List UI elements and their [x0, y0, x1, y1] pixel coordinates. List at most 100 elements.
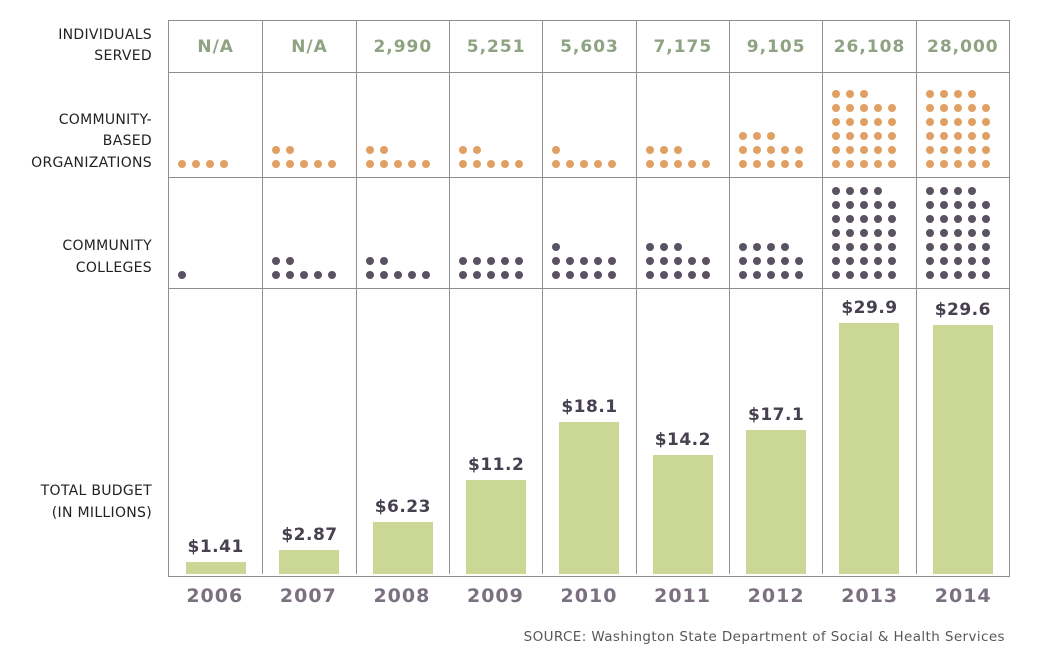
budget-bar — [279, 549, 340, 574]
cc-dot — [981, 271, 990, 279]
source-note: SOURCE: Washington State Department of S… — [523, 629, 1005, 645]
cc-dot — [953, 257, 962, 265]
served-cell-2008: 2,990 — [355, 21, 449, 72]
dot-row — [549, 254, 619, 268]
cc-dot — [860, 187, 869, 195]
cbo-dot — [767, 146, 775, 154]
cc-dot — [981, 229, 990, 237]
cc-dot — [580, 271, 589, 279]
dot-row — [923, 184, 979, 198]
cbo-dot — [888, 146, 897, 154]
cbo-dot — [739, 146, 747, 154]
budget-bar-label: $6.23 — [374, 496, 431, 517]
cc-dot — [673, 271, 682, 279]
cc-dot — [739, 243, 747, 251]
year-label-2006: 2006 — [186, 585, 244, 607]
cbo-dot — [925, 146, 934, 154]
dot-row — [923, 240, 993, 254]
cbo-dot — [379, 160, 388, 168]
cbo-dot — [687, 160, 696, 168]
cbo-dot — [781, 146, 789, 154]
dot-row — [923, 101, 993, 115]
cc-dot — [832, 229, 841, 237]
cbo-dot — [753, 160, 761, 168]
cc-dot — [459, 257, 467, 265]
row-label-community-colleges: COMMUNITY COLLEGES — [62, 238, 152, 276]
cc-dot — [860, 243, 869, 251]
cbo-dot — [473, 160, 481, 168]
cbo-dot — [953, 146, 962, 154]
cc-dot — [967, 187, 976, 195]
cc-dot — [981, 201, 990, 209]
cc-dot — [874, 201, 883, 209]
cc-dot — [659, 243, 668, 251]
dot-row — [456, 157, 526, 171]
cc-dot — [687, 271, 696, 279]
cbo-dot — [981, 146, 990, 154]
cc-dot — [566, 271, 575, 279]
cc-dot — [874, 229, 883, 237]
cbo-dot — [487, 160, 495, 168]
cbo-dot-row — [169, 72, 1009, 177]
dot-row — [643, 157, 713, 171]
cc-dot — [552, 271, 561, 279]
cc-dot — [939, 229, 948, 237]
cc-dot — [781, 257, 789, 265]
cc-dot — [967, 201, 976, 209]
cc-dot — [967, 215, 976, 223]
cc-dot — [314, 271, 323, 279]
cbo-dot — [874, 146, 883, 154]
cbo-dot — [753, 132, 761, 140]
cbo-dot — [953, 132, 962, 140]
cbo-dot — [981, 104, 990, 112]
budget-bar — [746, 430, 807, 574]
cbo-dot — [286, 146, 295, 154]
cbo-dot — [832, 160, 841, 168]
row-label-column: INDIVIDUALS SERVED COMMUNITY- BASED ORGA… — [0, 20, 168, 577]
cc-dot — [272, 257, 281, 265]
cc-dot — [874, 257, 883, 265]
cc-dot — [501, 271, 509, 279]
cc-dot — [967, 243, 976, 251]
cc-dot — [832, 187, 841, 195]
cbo-dot — [967, 146, 976, 154]
cc-dot — [925, 271, 934, 279]
cc-dot — [832, 243, 841, 251]
cc-dot — [594, 271, 603, 279]
budget-cell-2006: $1.41 — [169, 289, 262, 574]
dot-row — [175, 157, 231, 171]
cbo-dot — [795, 160, 803, 168]
dot-row — [829, 101, 899, 115]
dot-row — [829, 157, 899, 171]
cc-dot — [407, 271, 416, 279]
dot-row — [269, 254, 297, 268]
cbo-dot — [832, 118, 841, 126]
cc-dot — [701, 271, 710, 279]
year-label-2013: 2013 — [841, 585, 899, 607]
dot-row — [643, 143, 685, 157]
cbo-dot — [925, 118, 934, 126]
cbo-dot — [846, 132, 855, 140]
budget-bar-label: $29.6 — [934, 300, 991, 321]
cbo-dot — [192, 160, 200, 168]
cc-dot — [795, 257, 803, 265]
budget-bar — [466, 479, 527, 574]
cbo-dot — [739, 132, 747, 140]
budget-bar-label: $1.41 — [187, 537, 244, 558]
dot-row — [736, 157, 806, 171]
budget-cell-2013: $29.9 — [822, 289, 915, 574]
dot-row — [829, 87, 871, 101]
cc-dot — [832, 257, 841, 265]
dot-row — [549, 143, 563, 157]
cc-dot — [939, 271, 948, 279]
cbo-dot — [925, 104, 934, 112]
cbo-dot — [753, 146, 761, 154]
cbo-dot — [220, 160, 228, 168]
budget-bar-label: $18.1 — [561, 397, 618, 417]
cbo-dot — [407, 160, 416, 168]
cc-dot-cell-2007 — [262, 178, 355, 288]
cbo-dot — [328, 160, 337, 168]
cbo-dot — [673, 146, 682, 154]
served-cell-2009: 5,251 — [449, 21, 542, 72]
dot-row — [549, 240, 563, 254]
